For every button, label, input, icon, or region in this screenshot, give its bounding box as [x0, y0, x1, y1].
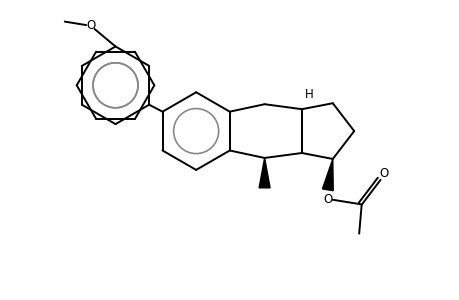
Text: O: O [323, 193, 332, 206]
Polygon shape [258, 158, 269, 188]
Text: O: O [378, 167, 387, 180]
Text: O: O [86, 19, 95, 32]
Text: H: H [304, 88, 313, 101]
Polygon shape [322, 159, 332, 191]
